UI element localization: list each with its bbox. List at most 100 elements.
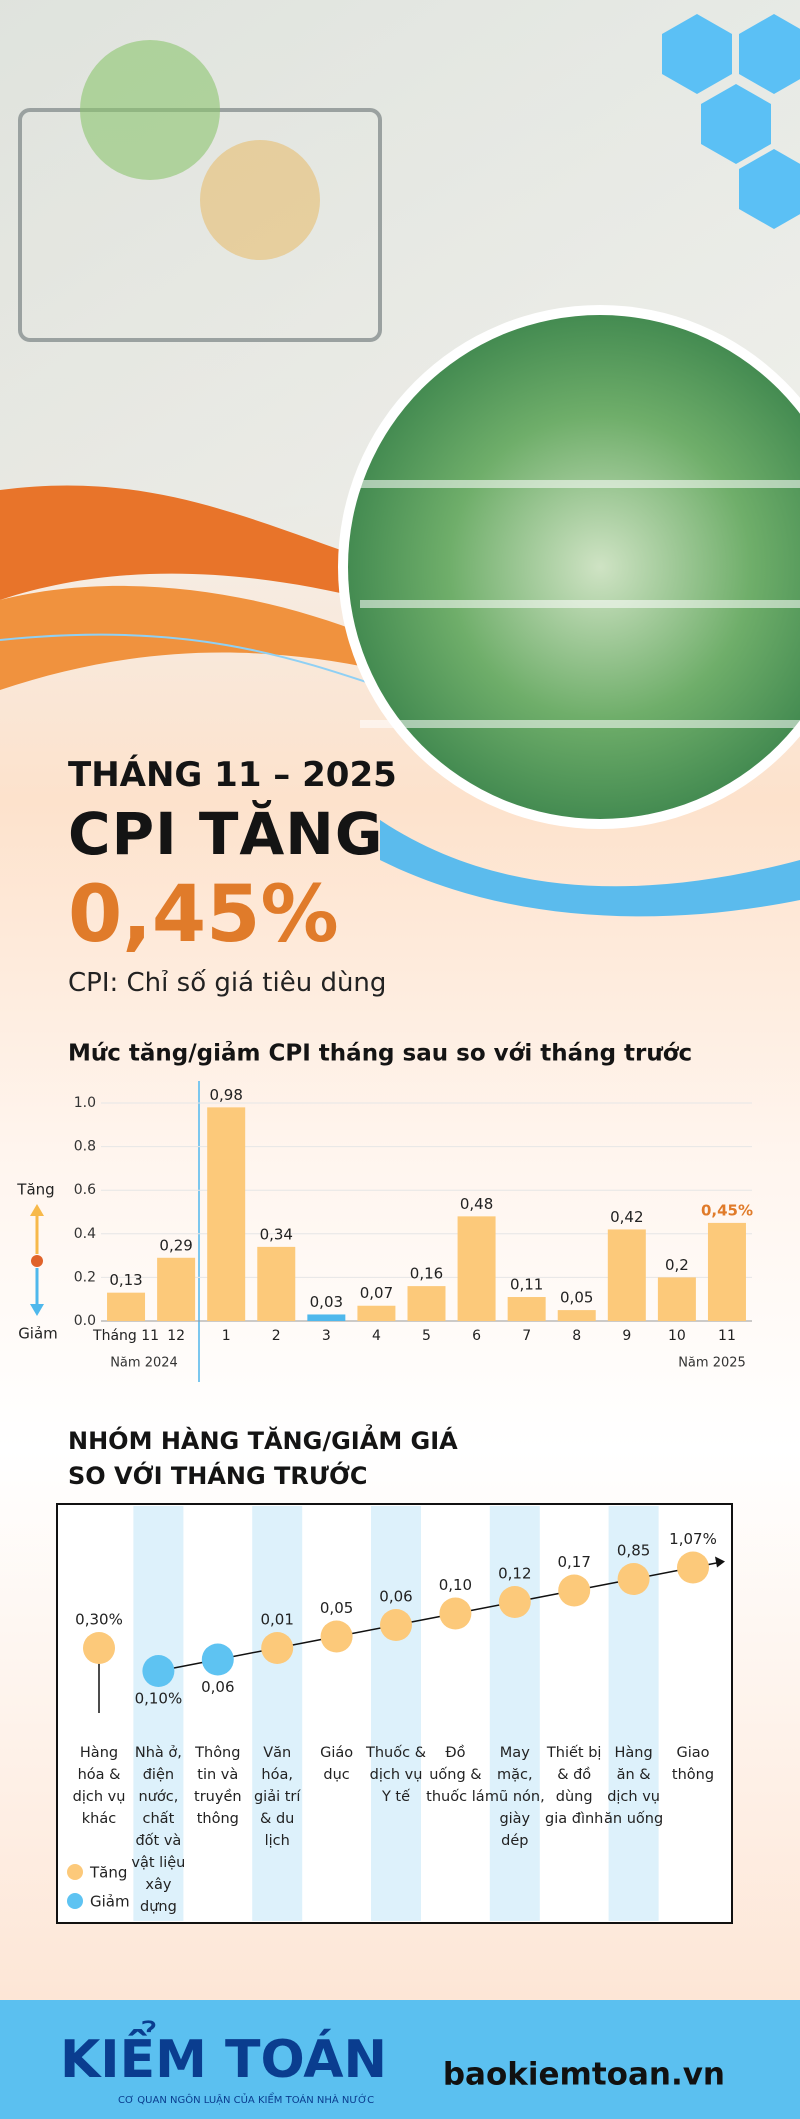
value-label: 0,2 [665,1256,689,1274]
period-label: Năm 2025 [678,1356,746,1371]
footer-website[interactable]: baokiemtoan.vn [443,2057,725,2093]
value-label: 0,30% [75,1611,123,1629]
x-tick-label: 8 [572,1328,581,1344]
hexagons [662,14,800,229]
dot [558,1574,591,1607]
x-tick-label: 4 [372,1328,381,1344]
category-label: Thuốc & dịch vụ Y tế [366,1745,426,1805]
category-label: Nhà ở, điện nước, chất đốt và vật liệu x… [131,1745,186,1915]
x-tick-label: 6 [472,1328,481,1344]
dot [498,1586,531,1618]
header-title: CPI TĂNG [68,800,384,868]
legend-arrowhead [30,1304,44,1316]
y-tick-label: 1.0 [74,1095,96,1111]
dot [380,1609,412,1641]
shelf-lines [360,480,800,728]
y-tick-label: 0.2 [74,1269,96,1285]
dot [261,1632,294,1664]
trend-line [158,1566,694,1672]
category-label: Thông tin và truyền thông [194,1745,242,1827]
column-stripe [371,1506,421,1921]
category-label: Thiết bị & đồ dùng gia đình [545,1745,604,1827]
trend-arrowhead [715,1556,725,1568]
category-label: May mặc, mũ nón, giày dép [484,1745,545,1849]
dot [201,1643,234,1676]
header-highlight: 0,45% [68,870,339,960]
value-label: 0,03 [310,1293,343,1311]
bar [507,1297,546,1321]
y-tick-label: 0.6 [74,1182,96,1198]
value-label: 0,17 [557,1553,590,1571]
legend-dot [31,1255,43,1267]
value-label: 0,85 [617,1542,650,1560]
dot-chart-title: SO VỚI THÁNG TRƯỚC [68,1460,368,1490]
legend-label: Tăng [89,1864,127,1882]
dot [320,1620,353,1653]
period-label: Năm 2024 [110,1356,178,1371]
legend-arrowhead [30,1204,44,1216]
value-label: 0,48 [460,1195,493,1213]
value-label: 0,42 [610,1208,643,1226]
value-label: 0,05 [560,1289,593,1307]
x-tick-label: Tháng 11 [92,1328,159,1344]
legend-label: Giảm [18,1325,58,1343]
dot [617,1563,650,1595]
bar [607,1229,646,1321]
y-tick-label: 0.0 [74,1313,96,1329]
dot-chart-title: NHÓM HÀNG TĂNG/GIẢM GIÁ [68,1422,458,1455]
column-stripe [489,1506,540,1921]
x-tick-label: 1 [222,1328,231,1344]
value-label: 0,45% [701,1201,753,1219]
column-stripe [252,1506,303,1921]
category-label: Hàng ăn & dịch vụ ăn uống [604,1745,664,1827]
footer-brand: KIỂM TOÁN [60,2020,387,2090]
y-tick-label: 0.4 [74,1226,96,1242]
category-label: Giao thông [671,1745,715,1783]
value-label: 0,10 [439,1576,472,1594]
photo-circle [348,315,800,819]
dot [439,1597,472,1630]
value-label: 0,06 [201,1678,234,1696]
dot [142,1655,175,1687]
value-label: 0,12 [498,1565,531,1583]
bar [107,1292,146,1321]
bar [457,1216,496,1321]
value-label: 0,13 [109,1271,142,1289]
category-label: Đồ uống & thuốc lá [426,1745,485,1805]
swoosh-blue [380,820,800,917]
bar [557,1310,596,1321]
value-label: 0,11 [510,1276,543,1294]
x-tick-label: 9 [622,1328,631,1344]
value-label: 0,01 [260,1611,293,1629]
value-label: 0,98 [209,1086,242,1104]
bar [707,1222,746,1321]
legend-label: Giảm [90,1893,130,1911]
dot [677,1551,709,1584]
value-label: 1,07% [669,1530,717,1548]
category-label: Hàng hóa & dịch vụ khác [72,1745,126,1827]
value-label: 0,34 [260,1225,293,1243]
bar [157,1257,196,1321]
x-tick-label: 2 [272,1328,281,1344]
footer-tagline: CƠ QUAN NGÔN LUẬN CỦA KIỂM TOÁN NHÀ NƯỚC [118,2092,374,2106]
bar [657,1277,696,1321]
x-tick-label: 10 [668,1328,686,1344]
bar [307,1314,346,1321]
footer-band [0,2000,800,2119]
produce [200,140,320,260]
swoosh [0,485,370,600]
x-tick-label: 12 [167,1328,185,1344]
bar [357,1305,396,1321]
legend-dot [67,1893,83,1909]
x-tick-label: 3 [322,1328,331,1344]
value-label: 0,06 [379,1588,412,1606]
y-tick-label: 0.8 [74,1139,96,1155]
value-label: 0,16 [410,1265,443,1283]
x-tick-label: 11 [718,1328,736,1344]
column-stripe [133,1506,184,1921]
value-label: 0,10% [135,1690,183,1708]
bar [407,1286,446,1321]
